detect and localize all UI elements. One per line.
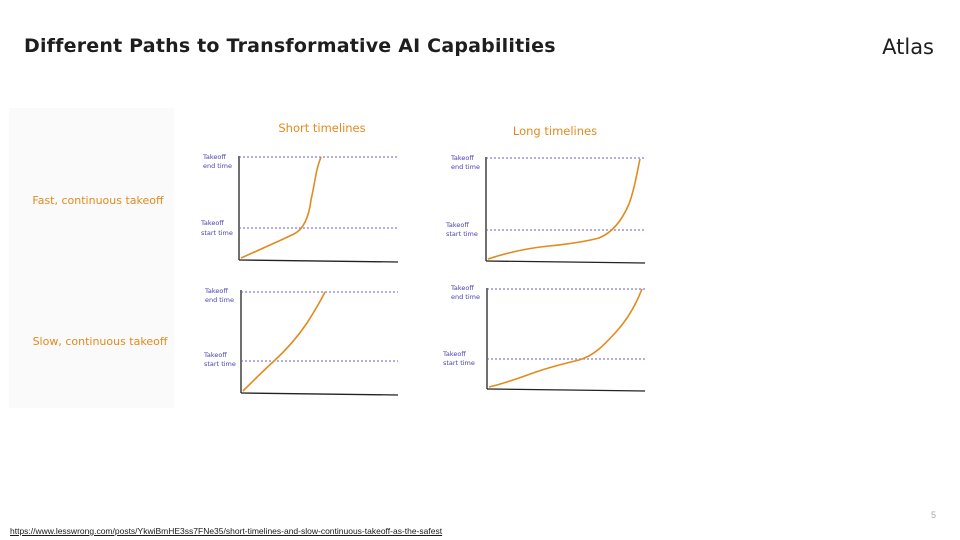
row-label-slow: Slow, continuous takeoff (33, 335, 168, 348)
row-label-fast: Fast, continuous takeoff (32, 194, 164, 207)
column-header-long: Long timelines (513, 124, 597, 138)
panel-short-fast: Takeoff end time Takeoff start time (200, 153, 399, 263)
page-number: 5 (930, 510, 936, 520)
panel-short-slow: Takeoff end time Takeoff start time (203, 287, 399, 396)
takeoff-start-label: Takeoff start time (445, 221, 478, 238)
growth-curve (488, 288, 643, 388)
takeoff-end-label: Takeoff end time (450, 154, 480, 171)
column-header-short: Short timelines (278, 121, 365, 135)
slide-title: Different Paths to Transformative AI Cap… (24, 35, 556, 57)
takeoff-end-label: Takeoff end time (204, 287, 234, 304)
takeoff-start-label: Takeoff start time (200, 219, 233, 237)
brand-logo: Atlas (882, 35, 934, 59)
takeoff-start-label: Takeoff start time (203, 351, 236, 368)
growth-curve (487, 158, 641, 260)
takeoff-end-label: Takeoff end time (202, 153, 232, 170)
growth-curve (240, 156, 322, 259)
growth-curve (242, 291, 326, 392)
source-link[interactable]: https://www.lesswrong.com/posts/YkwiBmHE… (10, 526, 443, 536)
panel-long-slow: Takeoff end time Takeoff start time (442, 284, 646, 392)
panel-long-fast: Takeoff end time Takeoff start time (445, 154, 646, 264)
takeoff-diagram: Short timelines Long timelines Fast, con… (9, 108, 662, 408)
takeoff-start-label: Takeoff start time (442, 350, 475, 367)
takeoff-end-label: Takeoff end time (450, 284, 480, 301)
